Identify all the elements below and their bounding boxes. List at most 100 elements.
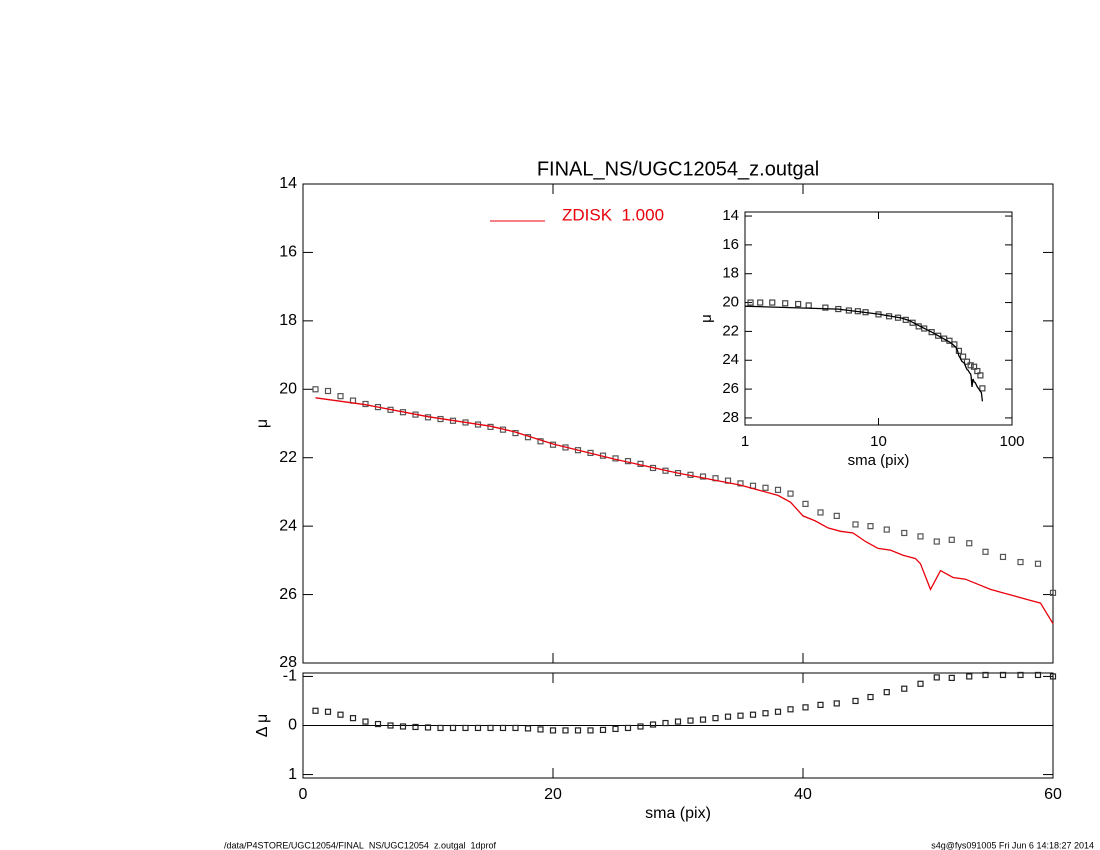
data-point (921, 325, 928, 332)
data-point (487, 724, 494, 732)
data-point (649, 721, 657, 728)
y-tick-label: 0 (288, 717, 297, 734)
data-point (982, 671, 989, 679)
y-tick-label: 26 (279, 586, 297, 603)
data-point (867, 523, 874, 530)
x-tick-label: 60 (1044, 786, 1062, 803)
y-tick-label: 1 (288, 766, 297, 783)
y-tick-label: 28 (279, 654, 297, 671)
data-point (982, 548, 989, 555)
data-point (933, 538, 940, 545)
data-point (1034, 671, 1042, 679)
y-tick-label: 14 (279, 175, 297, 192)
data-point (324, 708, 332, 715)
data-point (999, 671, 1007, 679)
data-point (387, 722, 394, 729)
x-tick-label: 40 (794, 786, 812, 803)
data-point (802, 500, 809, 508)
data-point (817, 701, 824, 708)
x-tick-label: 0 (299, 786, 308, 803)
data-point (562, 727, 569, 734)
data-point (599, 726, 607, 734)
data-point (822, 304, 829, 311)
data-point (917, 533, 924, 540)
data-point (909, 319, 916, 326)
y-tick-label: 18 (722, 265, 739, 282)
data-point (1034, 560, 1042, 567)
data-point (424, 724, 432, 731)
data-point (901, 529, 908, 537)
data-point (449, 724, 457, 732)
data-point (574, 727, 582, 734)
data-point (795, 300, 802, 308)
data-point (787, 490, 794, 497)
data-point (312, 707, 319, 714)
data-point (499, 724, 507, 732)
data-point (699, 473, 707, 480)
data-point (963, 358, 971, 365)
plot-frame (302, 183, 1054, 664)
data-point (867, 693, 874, 701)
x-axis-label: sma (pix) (645, 805, 711, 822)
y-tick-label: 14 (722, 207, 739, 224)
x-tick-label: 1 (741, 433, 749, 450)
data-point (802, 704, 809, 711)
data-point (549, 727, 557, 734)
data-point (612, 725, 619, 733)
data-point (774, 486, 782, 493)
legend-label: ZDISK 1.000 (562, 205, 664, 224)
data-point (817, 509, 824, 516)
data-point (769, 299, 776, 306)
data-point (674, 718, 682, 725)
y-axis-label: μ (254, 419, 271, 428)
data-line (315, 397, 1054, 625)
data-point (833, 512, 840, 519)
data-point (662, 719, 669, 727)
data-point (762, 484, 769, 491)
y-tick-label: 18 (279, 312, 297, 329)
data-point (883, 526, 890, 533)
data-point (901, 685, 908, 692)
data-point (966, 540, 973, 547)
data-point (749, 711, 757, 718)
data-point (948, 536, 955, 543)
data-point (737, 480, 744, 487)
data-point (967, 362, 974, 369)
data-point (637, 723, 644, 730)
data-point (762, 710, 769, 717)
x-tick-label: 20 (544, 786, 562, 803)
y-tick-label: 28 (722, 409, 739, 426)
data-point (979, 385, 986, 392)
y-tick-label: 24 (722, 351, 739, 368)
footer-stamp: s4g@fys091005 Fri Jun 6 14:18:27 2014 (931, 840, 1094, 850)
data-point (312, 386, 319, 393)
data-point (787, 706, 794, 713)
data-point (687, 717, 694, 724)
data-point (737, 712, 744, 719)
data-point (337, 711, 344, 718)
data-point (524, 725, 532, 732)
y-tick-label: 20 (722, 294, 739, 311)
data-point (537, 726, 544, 733)
data-point (1017, 671, 1024, 679)
data-point (724, 713, 732, 720)
y-axis-label: μ (698, 314, 715, 323)
x-tick-label: 10 (870, 433, 887, 450)
data-point (977, 372, 984, 379)
data-point (948, 674, 955, 682)
y-tick-label: 20 (279, 381, 297, 398)
footer-path: /data/P4STORE/UGC12054/FINAL_NS/UGC12054… (224, 840, 496, 850)
data-point (624, 724, 632, 732)
data-point (362, 718, 369, 725)
data-point (399, 723, 407, 730)
data-point (512, 724, 519, 732)
data-point (374, 720, 382, 728)
x-tick-label: 100 (999, 433, 1024, 450)
data-point (883, 689, 890, 696)
y-tick-label: 26 (722, 380, 739, 397)
data-point (966, 673, 973, 680)
y-tick-label: 22 (279, 449, 297, 466)
data-point (852, 697, 859, 705)
y-tick-label: 24 (279, 517, 297, 534)
